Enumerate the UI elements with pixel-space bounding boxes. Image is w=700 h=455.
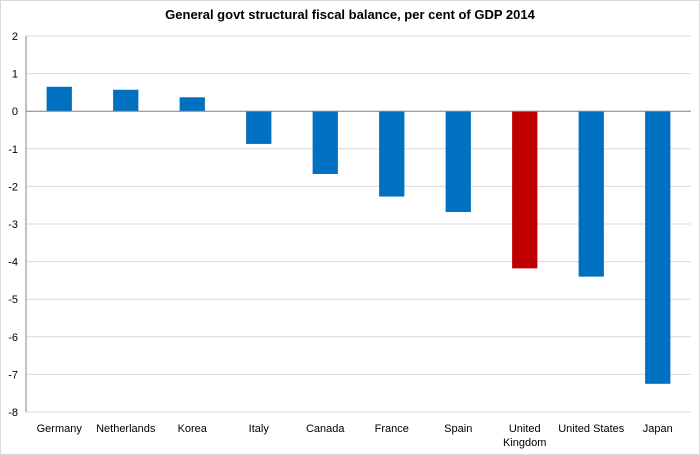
x-tick-label: Japan <box>643 423 673 435</box>
y-tick-label: -2 <box>8 181 18 193</box>
chart-title: General govt structural fiscal balance, … <box>165 7 535 22</box>
y-tick-label: -7 <box>8 369 18 381</box>
x-tick-label: Italy <box>249 423 270 435</box>
y-tick-label: 0 <box>12 106 18 118</box>
bar-canada <box>312 111 338 174</box>
x-tick-label: Canada <box>306 423 345 435</box>
y-tick-label: -3 <box>8 219 18 231</box>
y-tick-label: -6 <box>8 332 18 344</box>
y-tick-label: -1 <box>8 144 18 156</box>
y-tick-label: -4 <box>8 257 18 269</box>
y-tick-label: -8 <box>8 407 18 419</box>
y-tick-label: 2 <box>12 31 18 43</box>
bar-spain <box>445 111 471 212</box>
bar-netherlands <box>113 89 139 112</box>
x-tick-label: France <box>375 423 409 435</box>
y-tick-label: -5 <box>8 294 18 306</box>
y-tick-label: 1 <box>12 69 18 81</box>
x-tick-label: Korea <box>178 423 208 435</box>
x-tick-label: United Kingdom <box>503 423 546 449</box>
bar-united-kingdom <box>512 111 538 269</box>
bar-germany <box>46 86 72 112</box>
bar-france <box>379 111 405 197</box>
bar-italy <box>246 111 272 144</box>
x-tick-label: Netherlands <box>96 423 156 435</box>
bar-korea <box>179 97 205 112</box>
bar-united-states <box>578 111 604 277</box>
x-tick-label: United States <box>558 423 625 435</box>
x-tick-label: Germany <box>37 423 83 435</box>
bar-japan <box>645 111 671 384</box>
x-tick-label: Spain <box>444 423 472 435</box>
